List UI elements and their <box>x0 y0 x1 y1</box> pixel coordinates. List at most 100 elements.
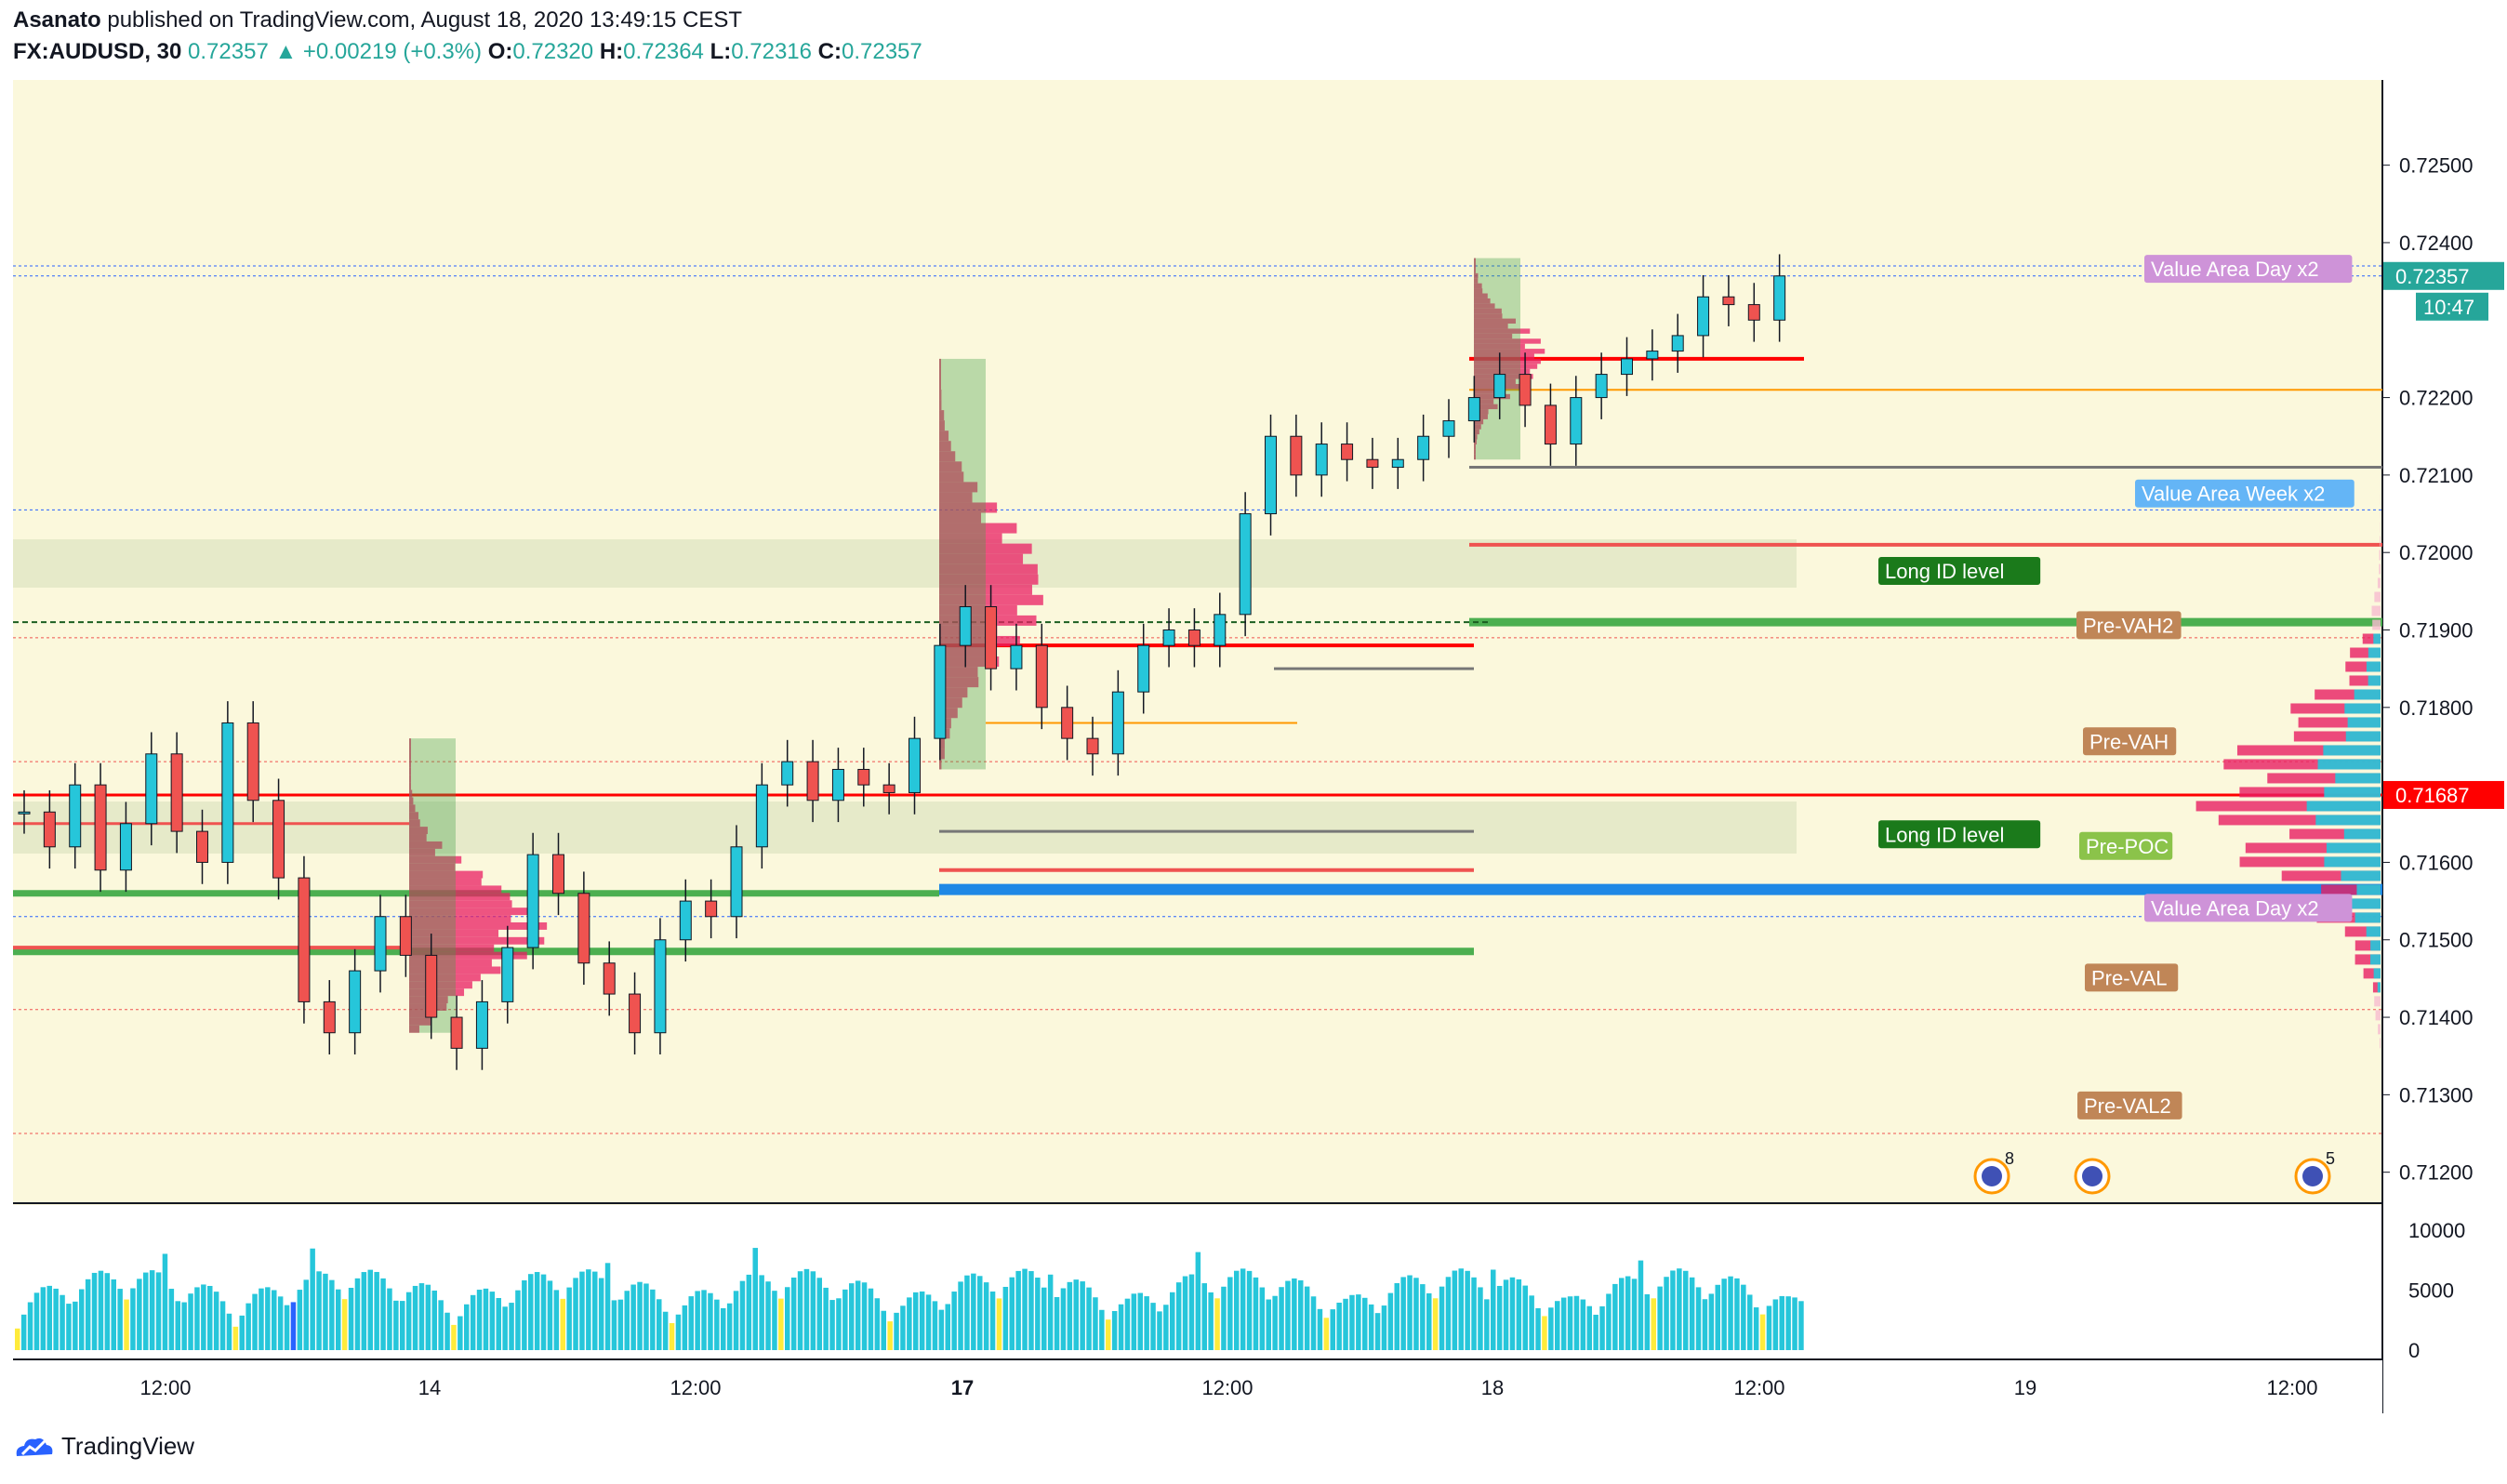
candle-body <box>806 761 819 802</box>
candle-body <box>94 784 107 871</box>
volume-bar <box>1349 1294 1355 1350</box>
profile-day17-bar <box>939 738 945 749</box>
volume-bar <box>759 1275 764 1350</box>
visible-range-profile-bar <box>2290 703 2381 714</box>
candle-body <box>1442 420 1455 437</box>
profile-day14-bar <box>409 870 484 879</box>
pre-poc-label: Pre-POC <box>2086 835 2169 858</box>
candle-body <box>909 737 921 793</box>
visible-range-profile-buy <box>2315 815 2381 826</box>
volume-bar <box>117 1289 123 1350</box>
volume-tick-label: 0 <box>2408 1339 2420 1362</box>
volume-bar <box>85 1279 91 1350</box>
volume-bar <box>1292 1278 1297 1350</box>
profile-day17-bar <box>939 584 1032 595</box>
volume-bar <box>1753 1307 1759 1350</box>
volume-bar <box>1266 1299 1271 1350</box>
tradingview-logo[interactable]: TradingView <box>13 1432 194 1461</box>
volume-bar <box>1310 1296 1317 1350</box>
profile-day18-bar <box>1474 268 1476 273</box>
volume-bar <box>79 1289 85 1350</box>
volume-bar <box>213 1292 219 1350</box>
profile-day14-bar <box>409 878 482 886</box>
profile-day18-bar <box>1474 313 1503 319</box>
volume-bar <box>881 1310 886 1350</box>
volume-bar <box>617 1299 624 1350</box>
volume-bar <box>592 1271 598 1350</box>
volume-bar <box>1131 1293 1137 1350</box>
volume-bar <box>573 1278 578 1350</box>
publisher-name[interactable]: Asanato <box>13 7 101 33</box>
volume-bar <box>1234 1270 1240 1350</box>
profile-day17-value-area <box>939 358 986 770</box>
volume-bar <box>522 1279 527 1350</box>
volume-bar <box>1785 1296 1791 1350</box>
price-axis: 0.72500 0.72400 0.72200 0.72100 0.72000 0.719… <box>2382 154 2504 1185</box>
volume-bar <box>111 1279 116 1350</box>
low-value: 0.72316 <box>731 39 812 64</box>
visible-range-profile-bar <box>2344 926 2381 937</box>
countdown-tag <box>2416 292 2488 321</box>
volume-bar <box>1343 1298 1348 1350</box>
profile-day18-bar <box>1474 333 1513 339</box>
profile-day18-bar <box>1474 283 1482 289</box>
candle-body <box>1747 304 1760 321</box>
volume-bar <box>1478 1287 1483 1350</box>
visible-range-profile-bar <box>2267 773 2381 784</box>
candle-body <box>1035 644 1048 709</box>
candle-body <box>654 939 667 1034</box>
volume-bar <box>887 1321 893 1350</box>
profile-day14-bar <box>409 863 456 871</box>
volume-bar <box>367 1269 373 1350</box>
candle-body <box>705 900 718 918</box>
volume-bar <box>245 1303 251 1350</box>
profile-day18-bar <box>1474 389 1502 394</box>
candle-body <box>1621 358 1633 376</box>
profile-day17-bar <box>939 461 962 472</box>
volume-bar <box>1047 1274 1054 1350</box>
profile-day14-bar <box>409 944 495 952</box>
volume-bar <box>624 1291 630 1350</box>
symbol-name[interactable]: FX:AUDUSD, 30 <box>13 39 182 64</box>
volume-bar <box>1548 1307 1554 1350</box>
volume-bar <box>547 1280 553 1350</box>
volume-bar <box>1542 1316 1547 1350</box>
price-chart[interactable]: 0.72500 0.72400 0.72200 0.72100 0.72000 0.719… <box>0 74 2507 1413</box>
profile-day14-bar <box>409 738 411 747</box>
time-tick-label: 19 <box>2014 1376 2036 1399</box>
volume-bar <box>701 1290 707 1350</box>
volume-bar <box>611 1300 617 1350</box>
candle-body <box>882 784 895 793</box>
volume-bar <box>1759 1314 1766 1350</box>
volume-bar <box>431 1290 437 1350</box>
volume-bar <box>1118 1304 1124 1350</box>
volume-bar <box>130 1288 136 1350</box>
volume-bar <box>945 1304 950 1350</box>
visible-range-profile-bar <box>2195 801 2381 812</box>
volume-bar <box>925 1294 932 1350</box>
volume-bar <box>894 1312 899 1350</box>
volume-bar <box>1279 1287 1284 1350</box>
volume-bar <box>336 1289 341 1350</box>
volume-bar <box>938 1309 945 1350</box>
visible-range-profile-bar <box>2354 940 2381 951</box>
profile-day14-bar <box>409 819 420 828</box>
volume-bar <box>252 1293 258 1350</box>
volume-bar <box>207 1285 213 1350</box>
volume-bar <box>1208 1292 1214 1350</box>
candle-body <box>1214 614 1227 646</box>
volume-bar <box>1035 1278 1041 1350</box>
au-event-icon-flag <box>2082 1166 2102 1186</box>
volume-bar <box>1157 1311 1162 1350</box>
volume-bar <box>803 1268 810 1350</box>
price-tick-label: 0.72500 <box>2399 154 2474 178</box>
profile-day18-bar <box>1474 263 1477 269</box>
red-level-tag <box>2383 780 2504 809</box>
candle-body <box>831 768 844 802</box>
horizontal-levels <box>13 265 2382 1134</box>
visible-range-profile-bar <box>2371 605 2381 616</box>
profile-day17-bar <box>939 523 1017 534</box>
volume-bar <box>1073 1279 1079 1350</box>
volume-bar <box>46 1285 52 1350</box>
candle-body <box>1722 296 1735 306</box>
